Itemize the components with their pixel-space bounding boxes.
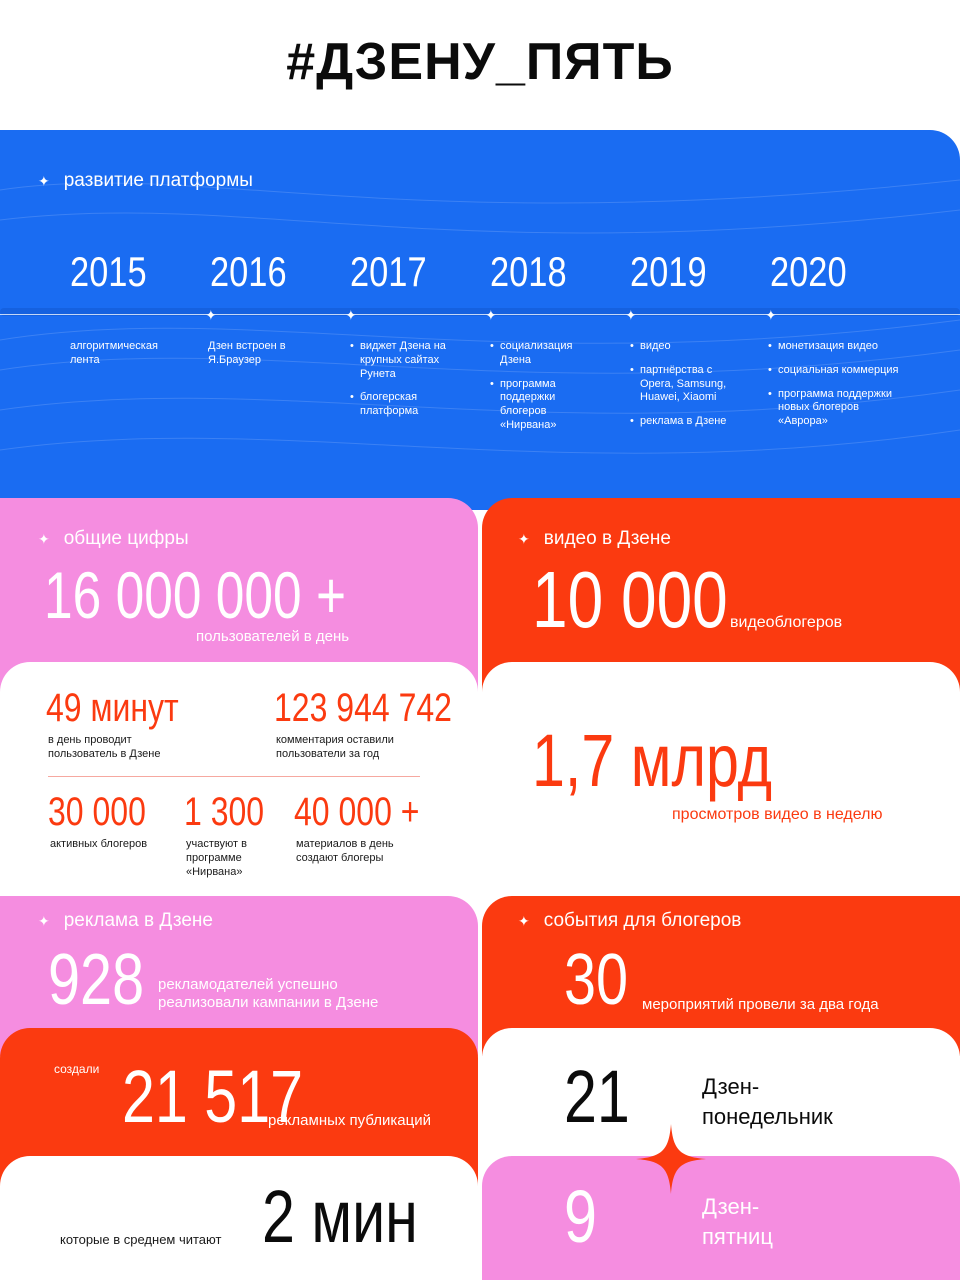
timeline-items-2019: видео партнёрства с Opera, Samsung, Huaw… <box>630 340 745 439</box>
ads-publications-value: 21 517 <box>122 1055 304 1138</box>
timeline-marker-icon: ✦ <box>765 307 777 323</box>
year-2017: 2017 <box>350 248 427 295</box>
events-monday-label: Дзен-понедельник <box>702 1074 833 1129</box>
stat-materials-value: 40 000 + <box>294 790 420 834</box>
timeline-band-divider <box>0 308 960 316</box>
timeline-items-2016: Дзен встроен в Я.Браузер <box>208 340 308 378</box>
timeline-line <box>0 314 960 315</box>
stat-comments-caption: комментария оставили пользователи за год <box>276 734 394 760</box>
video-views-value: 1,7 млрд <box>532 719 773 802</box>
ads-advertisers-caption: рекламодателей успешно реализовали кампа… <box>158 976 379 1011</box>
timeline-marker-icon: ✦ <box>345 307 357 323</box>
timeline-item: партнёрства с Opera, Samsung, Huawei, Xi… <box>630 364 745 405</box>
timeline-item: Дзен встроен в Я.Браузер <box>208 340 286 366</box>
sparkle-icon: ✦ <box>518 912 530 929</box>
events-friday-card <box>482 1156 960 1280</box>
events-value: 30 <box>564 940 629 1020</box>
video-main-value: 10 000 <box>532 555 728 644</box>
timeline-marker-icon: ✦ <box>625 307 637 323</box>
page-title: #ДЗЕНУ_ПЯТЬ <box>286 33 674 91</box>
stat-bloggers-caption: активных блогеров <box>50 838 148 850</box>
timeline-items-2018: социализация Дзена программа поддержки б… <box>490 340 590 443</box>
ads-advertisers-value: 928 <box>48 940 145 1020</box>
stat-minutes-caption: в день проводит пользователь в Дзене <box>48 734 161 760</box>
video-label-text: видео в Дзене <box>543 528 671 549</box>
timeline-marker-icon: ✦ <box>485 307 497 323</box>
video-views-card <box>482 662 960 890</box>
ads-created-prefix: создали <box>54 1062 100 1076</box>
timeline-item: видео <box>630 340 745 354</box>
events-monday-card <box>482 1028 960 1178</box>
timeline-item: реклама в Дзене <box>630 415 745 429</box>
year-2016: 2016 <box>210 248 287 295</box>
platform-label: ✦ развитие платформы <box>38 170 253 192</box>
timeline-item: социальная коммерция <box>768 364 908 378</box>
year-2020: 2020 <box>770 248 847 295</box>
timeline-marker-icon: ✦ <box>205 307 217 323</box>
ads-read-card <box>0 1156 478 1280</box>
sparkle-icon: ✦ <box>38 530 50 547</box>
platform-section <box>0 130 960 510</box>
sparkle-icon: ✦ <box>38 172 50 189</box>
timeline-item: программа поддержки блогеров «Нирвана» <box>490 378 590 433</box>
sparkle-icon <box>636 1124 706 1194</box>
events-label-text: события для блогеров <box>543 910 742 931</box>
events-friday-label: Дзен-пятниц <box>702 1194 773 1249</box>
stat-comments-value: 123 944 742 <box>274 686 452 730</box>
timeline-item: виджет Дзена на крупных сайтах Рунета <box>350 340 450 381</box>
ads-label: ✦ реклама в Дзене <box>38 910 213 932</box>
general-main-value: 16 000 000 + <box>44 558 347 632</box>
year-2015: 2015 <box>70 248 147 295</box>
stat-materials-caption: материалов в день создают блогеры <box>296 838 394 864</box>
video-main-caption: видеоблогеров <box>730 614 843 631</box>
ads-label-text: реклама в Дзене <box>63 910 213 931</box>
events-label: ✦ события для блогеров <box>518 910 741 932</box>
year-2018: 2018 <box>490 248 567 295</box>
timeline-items-2015: алгоритмическая лента <box>70 340 180 378</box>
stats-divider <box>48 776 420 777</box>
timeline-item: блогерская платформа <box>350 391 450 419</box>
timeline-items-2017: виджет Дзена на крупных сайтах Рунета бл… <box>350 340 450 429</box>
platform-label-text: развитие платформы <box>63 170 253 191</box>
events-monday-value: 21 <box>564 1055 630 1138</box>
stat-nirvana-value: 1 300 <box>184 790 265 834</box>
general-label-text: общие цифры <box>63 528 189 549</box>
timeline-item: программа поддержки новых блогеров «Авро… <box>768 388 908 429</box>
video-views-caption: просмотров видео в неделю <box>672 806 883 823</box>
ads-read-caption: которые в среднем читают <box>60 1232 222 1247</box>
stat-nirvana-caption: участвуют в программе «Нирвана» <box>186 838 247 878</box>
sparkle-icon: ✦ <box>38 912 50 929</box>
ads-read-value: 2 мин <box>262 1175 418 1258</box>
stat-minutes-value: 49 минут <box>46 686 179 730</box>
timeline-item: социализация Дзена <box>490 340 590 368</box>
general-main-caption: пользователей в день <box>196 628 350 645</box>
events-caption: мероприятий провели за два года <box>642 996 879 1013</box>
general-label: ✦ общие цифры <box>38 528 189 550</box>
timeline-items-2020: монетизация видео социальная коммерция п… <box>768 340 908 439</box>
events-friday-value: 9 <box>564 1175 597 1258</box>
timeline-item: алгоритмическая лента <box>70 340 158 366</box>
stat-bloggers-value: 30 000 <box>48 790 146 834</box>
year-2019: 2019 <box>630 248 707 295</box>
timeline-item: монетизация видео <box>768 340 908 354</box>
video-label: ✦ видео в Дзене <box>518 528 671 550</box>
sparkle-icon: ✦ <box>518 530 530 547</box>
ads-publications-caption: рекламных публикаций <box>268 1112 431 1129</box>
